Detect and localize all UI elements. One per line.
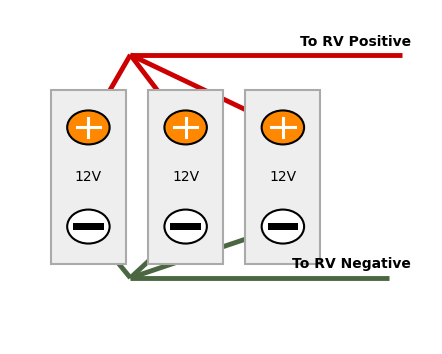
Text: To RV Positive: To RV Positive (300, 35, 411, 50)
Circle shape (164, 210, 207, 244)
Circle shape (262, 210, 304, 244)
Text: To RV Negative: To RV Negative (292, 257, 411, 271)
Text: 12V: 12V (172, 170, 199, 184)
FancyBboxPatch shape (245, 90, 320, 264)
Bar (170, 223, 201, 230)
Circle shape (164, 110, 207, 144)
Circle shape (67, 210, 110, 244)
FancyBboxPatch shape (148, 90, 223, 264)
FancyBboxPatch shape (51, 90, 126, 264)
Bar (73, 223, 104, 230)
Bar (267, 223, 298, 230)
Circle shape (67, 110, 110, 144)
Circle shape (262, 110, 304, 144)
Text: 12V: 12V (269, 170, 297, 184)
Text: 12V: 12V (75, 170, 102, 184)
